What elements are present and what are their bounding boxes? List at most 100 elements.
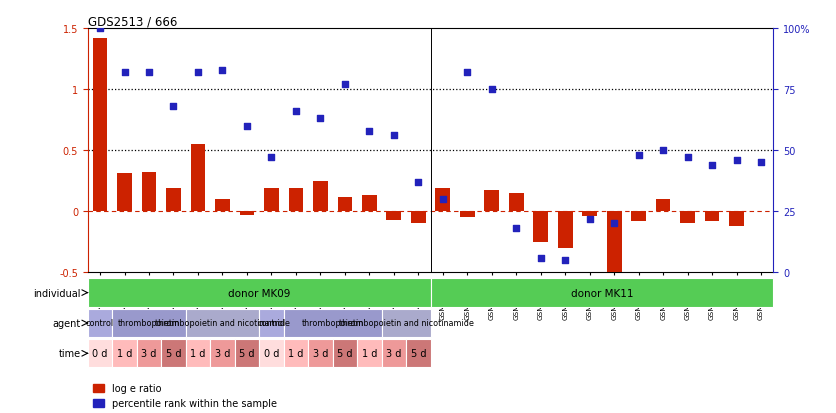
Bar (308, 339, 333, 368)
Text: 3 d: 3 d (386, 349, 401, 358)
Text: 5 d: 5 d (410, 349, 426, 358)
Text: 0 d: 0 d (92, 349, 108, 358)
Bar (259, 309, 283, 337)
Bar (112, 339, 137, 368)
Bar (166, 188, 181, 211)
Text: 1 d: 1 d (117, 349, 132, 358)
Bar (288, 188, 303, 211)
Text: donor MK09: donor MK09 (228, 288, 290, 298)
Bar (357, 339, 381, 368)
Point (363, 128, 376, 135)
Point (94, 26, 107, 32)
Point (142, 69, 155, 76)
Bar (381, 309, 431, 337)
Bar (705, 211, 720, 221)
Bar (88, 339, 112, 368)
Text: 3 d: 3 d (141, 349, 156, 358)
Point (411, 179, 425, 186)
Point (510, 225, 523, 232)
Text: control: control (257, 319, 285, 328)
Bar (161, 339, 186, 368)
Text: 3 d: 3 d (313, 349, 328, 358)
Text: thrombopoietin and nicotinamide: thrombopoietin and nicotinamide (155, 319, 290, 328)
Point (289, 109, 303, 115)
Point (681, 155, 695, 161)
Bar (264, 188, 278, 211)
Bar (283, 309, 381, 337)
Text: agent: agent (52, 318, 80, 328)
Point (216, 67, 229, 74)
Bar (509, 193, 523, 211)
Bar (729, 211, 744, 226)
Text: thrombopoietin: thrombopoietin (302, 319, 364, 328)
Bar (88, 279, 431, 307)
Text: 0 d: 0 d (263, 349, 279, 358)
Bar (191, 145, 206, 211)
Bar (558, 211, 573, 248)
Bar (533, 211, 548, 242)
Bar (406, 339, 431, 368)
Legend: log e ratio, percentile rank within the sample: log e ratio, percentile rank within the … (93, 383, 277, 408)
Text: control: control (86, 319, 114, 328)
Text: 1 d: 1 d (191, 349, 206, 358)
Bar (313, 181, 328, 211)
Text: 5 d: 5 d (166, 349, 181, 358)
Bar (436, 188, 450, 211)
Bar (88, 309, 112, 337)
Bar (235, 339, 259, 368)
Bar (655, 199, 670, 211)
Bar (259, 339, 283, 368)
Text: 5 d: 5 d (239, 349, 255, 358)
Point (485, 87, 498, 93)
Point (240, 123, 253, 130)
Point (583, 216, 596, 222)
Bar (210, 339, 235, 368)
Text: time: time (59, 349, 80, 358)
Text: GDS2513 / 666: GDS2513 / 666 (88, 16, 177, 29)
Text: individual: individual (33, 288, 80, 298)
Bar (333, 339, 357, 368)
Point (387, 133, 400, 140)
Bar (411, 211, 426, 224)
Point (754, 159, 767, 166)
Bar (362, 196, 377, 211)
Bar (186, 339, 210, 368)
Text: thrombopoietin: thrombopoietin (118, 319, 180, 328)
Bar (137, 339, 161, 368)
Point (534, 255, 548, 261)
Point (265, 155, 278, 161)
Bar (631, 211, 646, 221)
Text: 1 d: 1 d (362, 349, 377, 358)
Bar (681, 211, 695, 224)
Bar (431, 279, 773, 307)
Text: 5 d: 5 d (337, 349, 353, 358)
Bar (215, 199, 230, 211)
Bar (283, 339, 308, 368)
Point (632, 152, 645, 159)
Bar (338, 197, 352, 211)
Point (191, 69, 205, 76)
Point (338, 82, 352, 88)
Bar (141, 173, 156, 211)
Text: 1 d: 1 d (288, 349, 303, 358)
Text: 3 d: 3 d (215, 349, 230, 358)
Point (656, 147, 670, 154)
Bar (240, 211, 254, 215)
Point (167, 104, 181, 110)
Bar (186, 309, 259, 337)
Bar (460, 211, 475, 218)
Point (314, 116, 327, 122)
Point (558, 257, 572, 263)
Text: donor MK11: donor MK11 (571, 288, 633, 298)
Point (436, 196, 450, 203)
Point (730, 157, 743, 164)
Point (706, 162, 719, 169)
Point (461, 69, 474, 76)
Point (608, 221, 621, 227)
Bar (583, 211, 597, 216)
Bar (381, 339, 406, 368)
Bar (386, 211, 401, 220)
Bar (93, 39, 107, 211)
Point (118, 69, 131, 76)
Bar (607, 211, 621, 291)
